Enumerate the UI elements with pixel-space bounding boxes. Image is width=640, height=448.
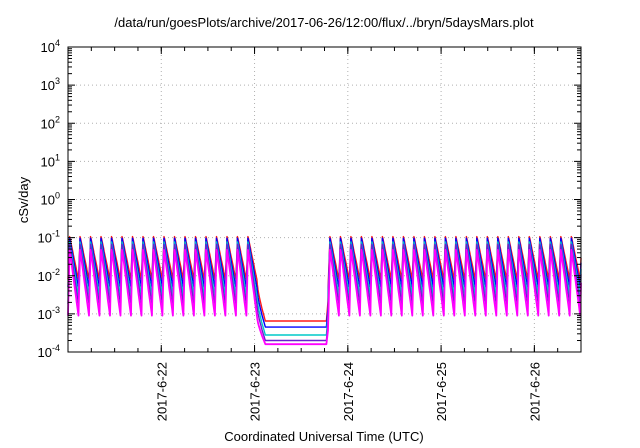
x-tick-label: 2017-6-23 xyxy=(248,362,263,421)
chart-title: /data/run/goesPlots/archive/2017-06-26/1… xyxy=(114,15,534,30)
x-tick-label: 2017-6-25 xyxy=(434,362,449,421)
y-tick-label: 10-3 xyxy=(38,305,60,322)
y-tick-label: 10-4 xyxy=(38,343,60,360)
y-tick-label: 101 xyxy=(41,152,60,169)
series-line xyxy=(67,237,582,328)
series-line xyxy=(67,235,582,322)
series-line xyxy=(67,243,582,342)
y-tick-label: 10-2 xyxy=(38,267,60,284)
y-axis-label: cSv/day xyxy=(16,176,31,223)
series-line xyxy=(67,241,582,336)
y-tick-label: 100 xyxy=(41,191,60,208)
grid xyxy=(68,47,581,352)
x-tick-label: 2017-6-22 xyxy=(154,362,169,421)
x-tick-label: 2017-6-24 xyxy=(341,362,356,421)
x-axis-label: Coordinated Universal Time (UTC) xyxy=(224,429,423,444)
y-tick-label: 104 xyxy=(41,38,60,55)
y-tick-label: 103 xyxy=(41,76,60,93)
x-tick-label: 2017-6-26 xyxy=(527,362,542,421)
series-layer xyxy=(67,235,582,346)
y-tick-label: 102 xyxy=(41,114,60,131)
y-tick-label: 10-1 xyxy=(38,229,60,246)
series-line xyxy=(67,248,582,346)
axes-layer: 10-4 10-3 10-2 10-1 100 101 102 103 104 2017-6-22… xyxy=(38,38,582,421)
